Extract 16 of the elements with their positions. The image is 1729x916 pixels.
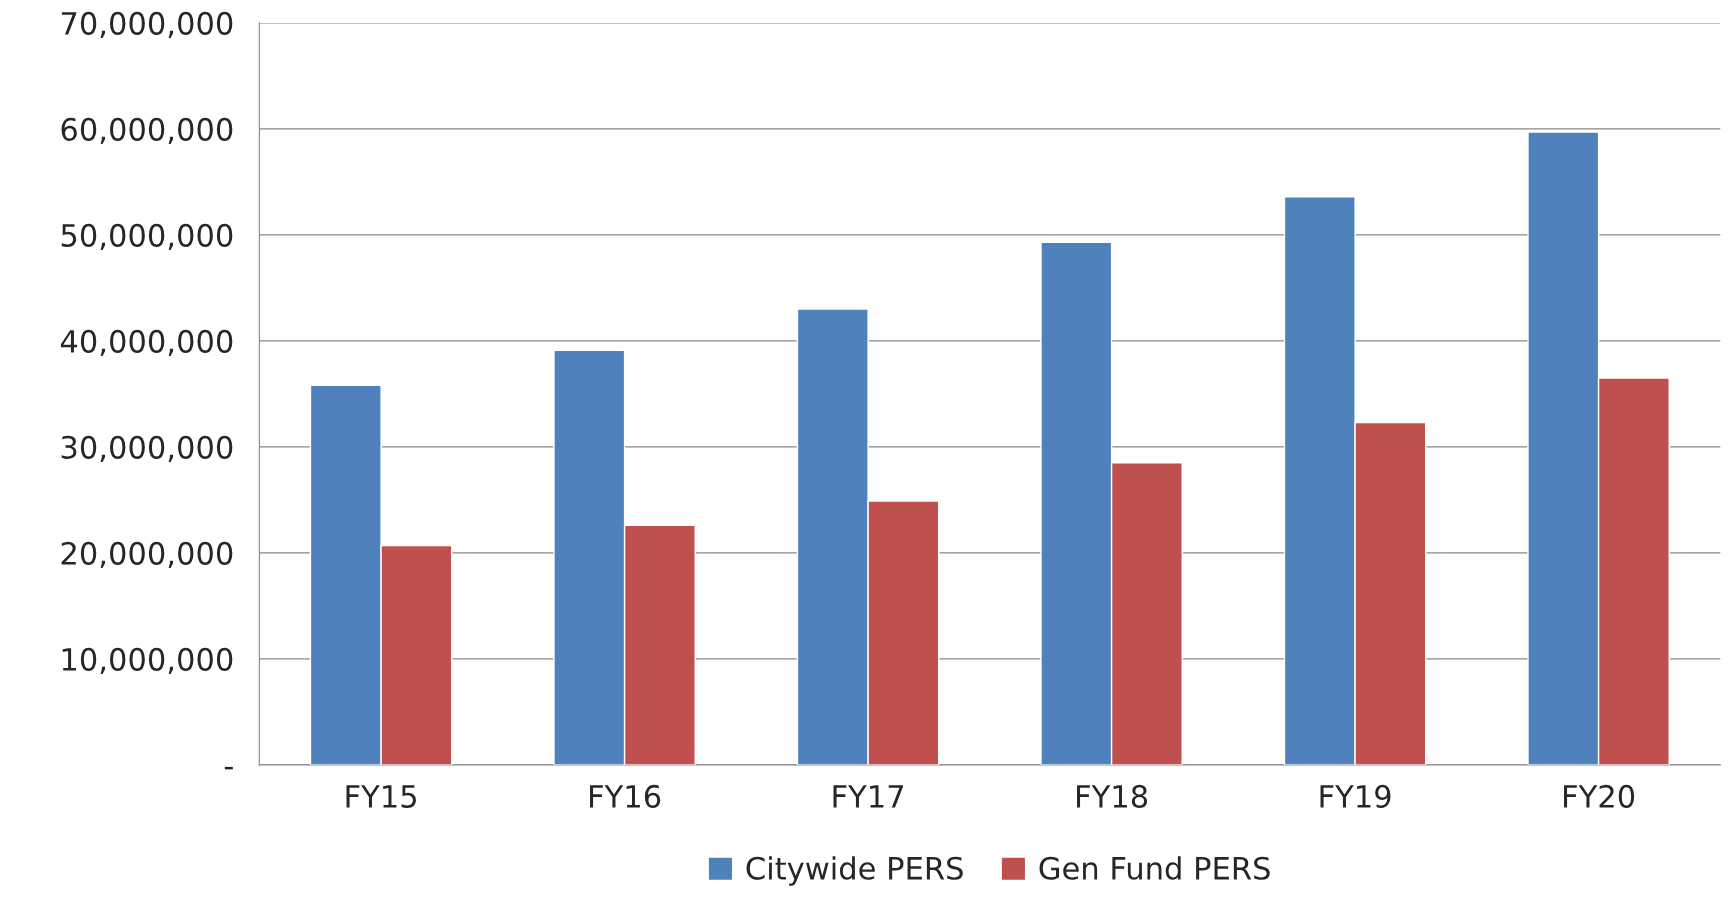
legend-label: Citywide PERS	[746, 856, 963, 886]
y-tick-label: -	[224, 766, 233, 770]
y-tick-label: 40,000,000	[60, 329, 233, 357]
legend-label: Gen Fund PERS	[1039, 856, 1270, 880]
y-tick-label: 10,000,000	[62, 647, 233, 675]
x-tick-label: FY18	[1077, 784, 1148, 808]
y-tick-label: 30,000,000	[61, 435, 233, 463]
x-tick-label: FY16	[590, 784, 661, 808]
y-tick-label: 20,000,000	[61, 541, 233, 569]
y-tick-label: 60,000,000	[61, 117, 233, 145]
x-tick-label: FY19	[1320, 784, 1391, 808]
y-tick-label: 50,000,000	[61, 223, 233, 251]
y-tick-label: 70,000,000	[61, 11, 233, 39]
x-tick-label: FY20	[1564, 784, 1635, 808]
x-tick-label: FY17	[833, 785, 904, 808]
x-tick-label: FY15	[346, 785, 416, 808]
